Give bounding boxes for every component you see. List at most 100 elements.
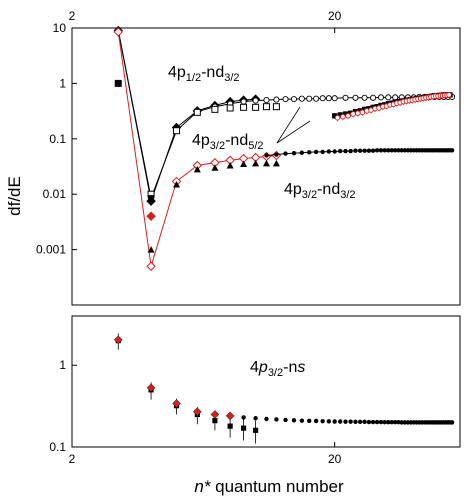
data-point-open-circle bbox=[325, 95, 332, 102]
data-point-open-circle bbox=[331, 95, 338, 102]
data-point-open-square bbox=[193, 108, 201, 116]
data-point-dot bbox=[326, 149, 332, 154]
data-point-open-circle bbox=[282, 96, 289, 103]
data-point-triangle bbox=[193, 165, 201, 173]
annotation-4p12-nd32: 4p1/2-nd3/2 bbox=[168, 64, 240, 84]
x-axis-title-italic: n* bbox=[194, 477, 211, 496]
data-point-open-circle bbox=[240, 98, 247, 105]
data-point-dot bbox=[362, 148, 367, 153]
data-point-dot bbox=[338, 148, 343, 154]
bottom-plot-frame bbox=[71, 315, 461, 448]
data-point-dot bbox=[449, 420, 455, 425]
data-point-open-circle bbox=[385, 94, 392, 101]
data-point-dot bbox=[353, 148, 358, 153]
data-point-dot bbox=[353, 419, 358, 425]
data-point-triangle bbox=[114, 79, 122, 87]
data-point-square-err bbox=[253, 427, 259, 433]
bottom-series-layer bbox=[113, 333, 455, 444]
data-point-open-circle bbox=[352, 94, 359, 101]
data-point-dot bbox=[320, 418, 325, 424]
data-point-open-square bbox=[226, 104, 234, 112]
data-point-triangle bbox=[272, 159, 280, 167]
data-point-dot bbox=[332, 419, 337, 424]
data-point-dot bbox=[399, 148, 404, 153]
data-point-dot bbox=[264, 153, 269, 158]
data-point-dot bbox=[389, 420, 395, 425]
data-point-red-circle-err bbox=[345, 113, 351, 119]
data-point-open-circle bbox=[252, 97, 259, 104]
data-point-dot bbox=[320, 149, 325, 155]
data-point-open-square bbox=[252, 103, 260, 111]
data-point-open-square bbox=[173, 127, 181, 135]
annotation-leader-line bbox=[276, 106, 301, 144]
data-point-dot bbox=[357, 148, 363, 153]
top-series-layer bbox=[113, 25, 456, 271]
data-point-open-square bbox=[262, 103, 270, 111]
data-point-red-diamond bbox=[192, 407, 202, 417]
data-point-square-err bbox=[227, 423, 233, 429]
data-point-dot bbox=[374, 148, 380, 153]
data-point-dot bbox=[386, 420, 391, 425]
series-line bbox=[117, 31, 277, 267]
data-point-dot bbox=[326, 419, 332, 424]
data-point-dot bbox=[366, 148, 372, 153]
data-point-red-circle-err bbox=[340, 114, 346, 120]
y-tick-label: 1 bbox=[59, 358, 66, 372]
x-tick-label: 20 bbox=[328, 9, 342, 23]
data-point-red-circle-err bbox=[350, 111, 356, 117]
data-point-dot bbox=[283, 417, 288, 423]
data-point-dot bbox=[393, 148, 398, 153]
data-point-dot bbox=[274, 152, 279, 157]
data-point-open-circle bbox=[306, 95, 313, 102]
data-point-dot bbox=[332, 149, 337, 154]
x-tick-label: 20 bbox=[328, 452, 342, 466]
data-point-dot bbox=[313, 418, 319, 424]
y-tick-label: 0.001 bbox=[36, 243, 66, 257]
data-point-open-circle bbox=[273, 96, 280, 103]
data-point-dot bbox=[253, 416, 258, 421]
data-point-triangle bbox=[240, 160, 248, 168]
x-axis-title-rest: quantum number bbox=[210, 477, 344, 496]
data-point-dot bbox=[449, 148, 455, 153]
data-point-dot bbox=[399, 420, 404, 425]
data-point-open-square bbox=[240, 103, 248, 111]
series-line bbox=[117, 30, 453, 200]
data-point-dot bbox=[389, 148, 395, 153]
y-tick-label: 0.01 bbox=[43, 187, 67, 201]
data-point-dot bbox=[374, 419, 380, 425]
data-point-open-circle bbox=[377, 94, 384, 101]
data-point-dot bbox=[370, 419, 376, 425]
data-point-dot bbox=[378, 419, 384, 425]
data-point-filled-square bbox=[148, 195, 155, 202]
bottom-axes: 1 0.12 20 bbox=[49, 358, 341, 466]
data-point-open-circle bbox=[319, 95, 326, 102]
data-point-open-circle bbox=[370, 94, 377, 101]
data-point-square-err bbox=[212, 418, 218, 424]
data-point-square-err bbox=[352, 108, 359, 115]
data-point-dot bbox=[348, 419, 353, 424]
data-point-dot bbox=[274, 417, 279, 422]
data-point-dot bbox=[299, 418, 305, 423]
data-point-dot bbox=[396, 420, 401, 425]
data-point-open-diamond bbox=[113, 27, 123, 37]
data-point-dot bbox=[291, 418, 297, 423]
data-point-red-circle-err bbox=[355, 110, 361, 116]
annotation-leader-line bbox=[276, 120, 311, 144]
data-point-open-square bbox=[211, 105, 219, 113]
data-point-square-err bbox=[337, 112, 343, 118]
data-point-dot bbox=[382, 148, 387, 153]
data-point-red-diamond bbox=[225, 411, 235, 421]
data-point-dot bbox=[402, 420, 408, 425]
data-point-dot bbox=[343, 419, 348, 424]
data-point-red-diamond bbox=[146, 383, 156, 393]
data-point-dot bbox=[378, 148, 384, 153]
annotation-4p32-nd32: 4p3/2-nd3/2 bbox=[284, 181, 356, 201]
data-point-square-err bbox=[332, 113, 338, 119]
data-point-dot bbox=[348, 148, 353, 154]
top-plot-frame bbox=[71, 27, 461, 306]
data-point-red-circle-err bbox=[359, 109, 366, 116]
y-tick-label: 0.1 bbox=[49, 440, 66, 454]
y-axis-title: df/dE bbox=[5, 176, 24, 216]
data-point-triangle bbox=[147, 246, 155, 253]
